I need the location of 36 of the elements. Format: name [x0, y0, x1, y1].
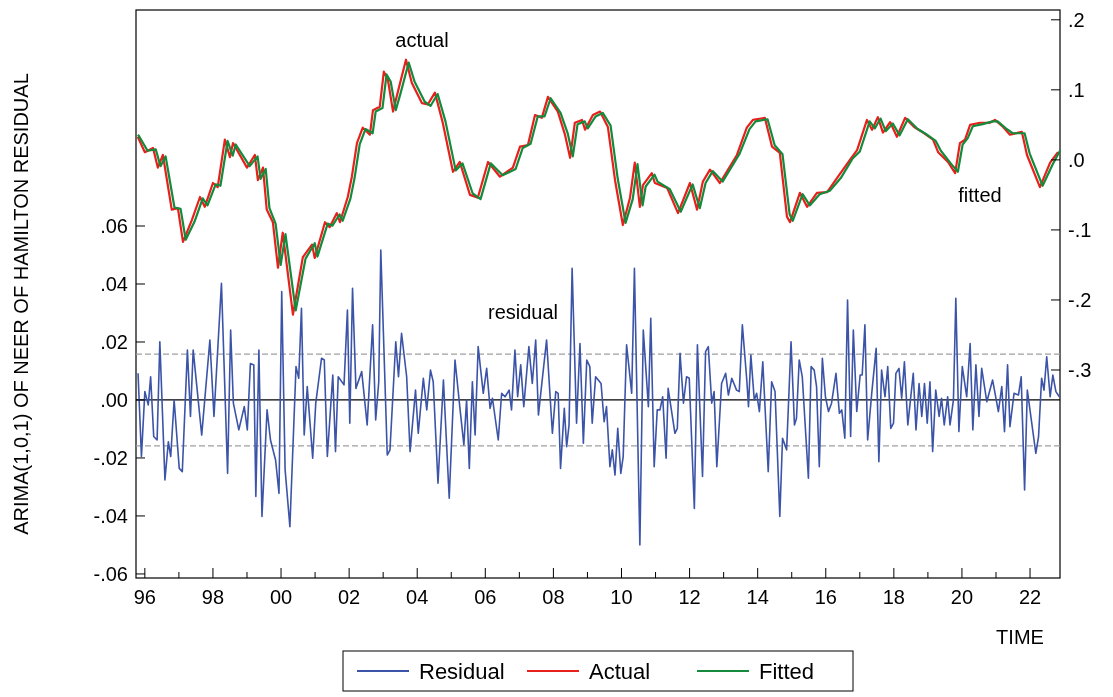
x-tick-label: 06 — [474, 586, 497, 608]
annotation: fitted — [958, 184, 1002, 206]
x-tick-label: 08 — [542, 586, 565, 608]
x-tick-label: 02 — [338, 586, 361, 608]
y-tick-label: .06 — [100, 215, 128, 238]
x-tick-label: 22 — [1018, 586, 1042, 608]
x-tick-label: 20 — [950, 586, 974, 608]
x-tick-label: 14 — [746, 586, 769, 608]
x-tick-label: 12 — [678, 586, 701, 608]
y2-tick-label: .2 — [1068, 8, 1085, 31]
y2-tick-label: -.2 — [1068, 288, 1092, 311]
x-tick-label: 96 — [133, 586, 156, 608]
y-tick-label: .02 — [100, 330, 128, 353]
x-tick-label: 98 — [201, 586, 225, 608]
y2-tick-label: .1 — [1068, 78, 1085, 101]
y2-tick-label: -.3 — [1068, 358, 1092, 381]
x-tick-label: 04 — [406, 586, 429, 608]
legend-label: Residual — [419, 659, 505, 684]
y2-tick-label: -.1 — [1068, 218, 1092, 241]
y-tick-label: -.04 — [93, 504, 128, 527]
line-series — [137, 249, 1061, 546]
y-tick-label: -.06 — [93, 562, 128, 585]
y-axis-title: ARIMA(1,0,1) OF NEER OF HAMILTON RESIDUAL — [10, 73, 32, 535]
y-tick-label: .00 — [100, 388, 128, 411]
y-tick-label: -.02 — [93, 446, 128, 469]
x-tick-label: 18 — [882, 586, 905, 608]
annotation: actual — [395, 29, 449, 51]
legend-label: Fitted — [759, 659, 815, 684]
x-axis-title: TIME — [996, 626, 1044, 648]
y2-tick-label: .0 — [1068, 148, 1085, 171]
x-tick-label: 10 — [610, 586, 633, 608]
annotation: residual — [487, 301, 559, 323]
x-tick-label: 00 — [269, 586, 293, 608]
x-tick-label: 16 — [814, 586, 837, 608]
y-tick-label: .04 — [100, 273, 128, 295]
legend-label: Actual — [589, 659, 651, 684]
